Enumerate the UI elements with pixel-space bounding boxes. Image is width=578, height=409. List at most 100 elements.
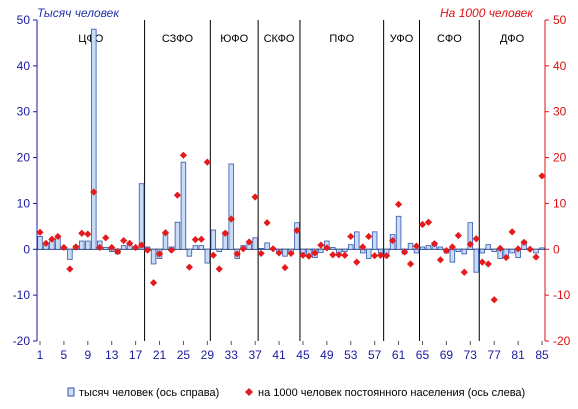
marker-18 <box>137 241 146 249</box>
left-axis-title: Тысяч человек <box>37 6 120 20</box>
x-tick-label: 29 <box>201 348 215 362</box>
right-tick-label: 0 <box>553 242 560 256</box>
marker-82 <box>520 238 528 247</box>
marker-1 <box>36 228 44 236</box>
legend-bar-swatch <box>67 387 75 397</box>
marker-59 <box>383 252 391 260</box>
bar-42 <box>282 248 288 257</box>
marker-74 <box>472 235 480 243</box>
x-tick-label: 57 <box>368 348 382 362</box>
marker-63 <box>406 260 415 268</box>
marker-76 <box>484 260 492 268</box>
x-tick-label: 85 <box>535 348 549 362</box>
marker-48 <box>317 241 325 249</box>
marker-79 <box>502 253 510 262</box>
x-tick-label: 73 <box>464 348 478 362</box>
marker-46 <box>305 252 313 260</box>
right-tick-label: -20 <box>553 334 571 348</box>
marker-32 <box>221 229 229 237</box>
marker-23 <box>167 246 176 254</box>
x-tick-label: 9 <box>84 348 91 362</box>
marker-68 <box>436 256 445 264</box>
marker-16 <box>126 239 134 247</box>
marker-14 <box>114 247 122 256</box>
marker-37 <box>251 193 259 201</box>
x-tick-label: 65 <box>416 348 430 362</box>
bar-29 <box>204 248 211 264</box>
bar-66 <box>425 245 432 250</box>
bar-52 <box>342 248 348 252</box>
x-tick-label: 17 <box>129 348 143 362</box>
left-tick-label: 0 <box>23 242 30 256</box>
marker-71 <box>454 231 462 240</box>
marker-5 <box>60 243 68 252</box>
bar-72 <box>461 248 468 255</box>
bar-68 <box>437 246 444 250</box>
bar-70 <box>449 248 456 263</box>
bar-64 <box>413 248 420 254</box>
region-label: СФО <box>437 33 462 45</box>
marker-78 <box>496 244 504 252</box>
marker-3 <box>48 235 56 243</box>
bar-50 <box>330 247 336 250</box>
x-tick-label: 25 <box>177 348 191 362</box>
legend: тысяч человек (ось справа) на 1000 челов… <box>67 387 525 399</box>
marker-55 <box>359 243 367 251</box>
marker-69 <box>442 247 450 255</box>
marker-38 <box>257 249 265 258</box>
marker-64 <box>412 242 421 250</box>
bar-39 <box>264 242 270 250</box>
left-tick-label: 20 <box>17 151 31 165</box>
legend-bar-label: тысяч человек (ось справа) <box>79 387 219 399</box>
right-tick-label: 50 <box>553 13 567 27</box>
marker-47 <box>311 249 319 257</box>
legend-marker-label: на 1000 человек постоянного населения (о… <box>258 387 525 399</box>
left-tick-label: 40 <box>17 59 31 73</box>
marker-84 <box>532 253 540 261</box>
bar-12 <box>102 247 109 250</box>
bar-8 <box>79 240 85 250</box>
right-tick-label: 40 <box>553 59 567 73</box>
marker-15 <box>120 236 128 245</box>
axes: -20 -20 -10 -10 0 0 10 10 20 20 30 30 40 40 50 50 1 5 9 13 1… <box>13 13 571 362</box>
bar-77 <box>491 248 497 252</box>
region-label: СЗФО <box>162 33 194 45</box>
bar-85 <box>539 247 545 250</box>
bar-73 <box>467 222 474 250</box>
marker-31 <box>215 265 223 273</box>
x-tick-label: 13 <box>105 348 119 362</box>
x-tick-label: 45 <box>296 348 310 362</box>
x-tick-label: 33 <box>225 348 239 362</box>
x-tick-label: 77 <box>488 348 502 362</box>
bar-27 <box>192 245 199 250</box>
marker-39 <box>263 219 271 227</box>
left-tick-label: 30 <box>17 105 31 119</box>
bar-24 <box>174 221 181 250</box>
marker-26 <box>185 263 193 271</box>
marker-20 <box>149 279 158 287</box>
marker-27 <box>191 236 199 244</box>
region-label: ПФО <box>329 33 354 45</box>
bar-26 <box>186 248 193 257</box>
marker-11 <box>96 243 104 252</box>
bar-56 <box>365 248 372 259</box>
marker-45 <box>299 251 307 259</box>
bar-38 <box>258 247 264 250</box>
marker-43 <box>287 249 295 258</box>
bar-80 <box>509 248 515 254</box>
bar-65 <box>419 246 426 250</box>
bar-76 <box>485 244 491 250</box>
region-labels: ЦФО СЗФО ЮФО СКФО ПФО УФО СФО ДФО <box>78 20 525 341</box>
marker-28 <box>197 235 205 243</box>
x-tick-label: 41 <box>272 348 286 362</box>
marker-77 <box>490 296 498 304</box>
marker-series <box>36 151 546 304</box>
marker-7 <box>72 243 80 251</box>
bar-9 <box>85 240 91 250</box>
marker-30 <box>209 251 217 259</box>
bar-71 <box>455 248 462 252</box>
marker-73 <box>466 240 474 248</box>
bar-57 <box>371 231 378 250</box>
x-tick-label: 1 <box>37 348 44 362</box>
